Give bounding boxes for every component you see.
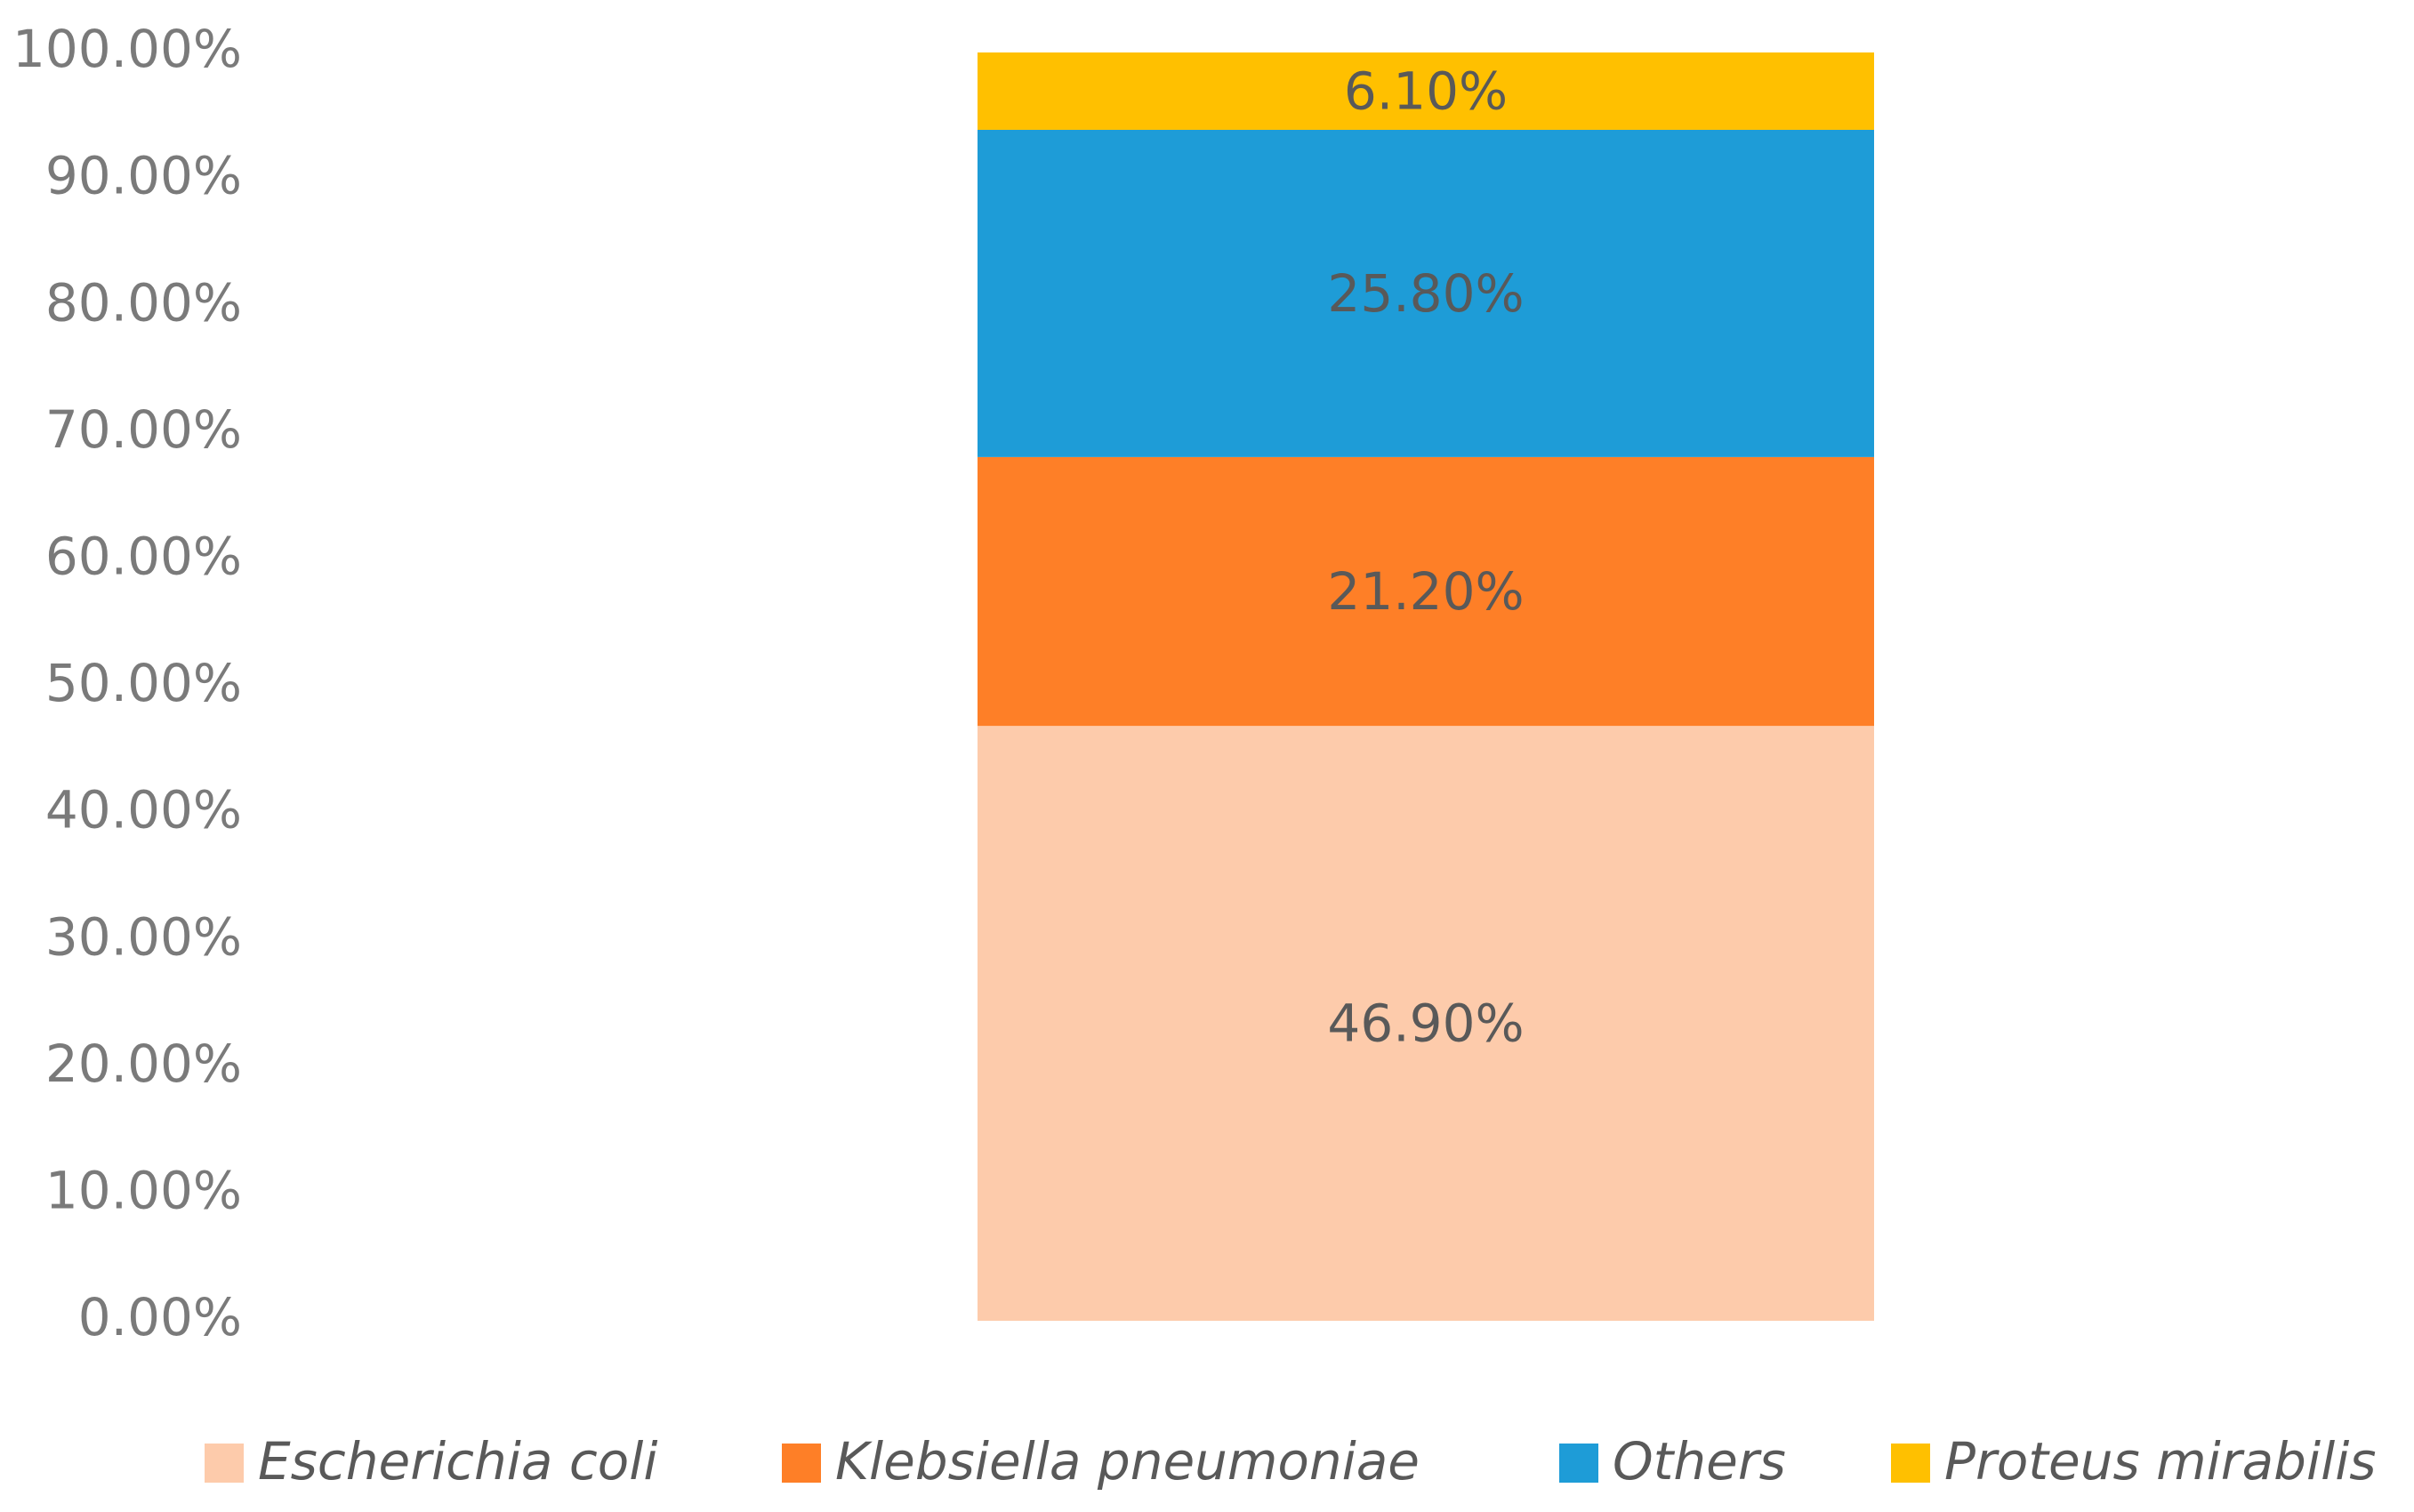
y-tick-label: 40.00% [45,780,242,840]
bar-segment [978,456,1874,727]
y-tick-label: 60.00% [45,527,242,587]
legend-label: Escherichia coli [258,1431,658,1492]
legend-swatch [1891,1444,1930,1483]
legend-label: Klebsiella pneumoniae [835,1431,1420,1492]
y-tick-label: 100.00% [12,19,242,79]
y-tick-label: 10.00% [45,1161,242,1221]
legend-swatch [1559,1444,1598,1483]
legend-swatch [205,1444,244,1483]
bar-segment [978,52,1874,130]
y-tick-label: 0.00% [78,1287,242,1347]
bar-segment [978,726,1874,1321]
bar-segment [978,129,1874,457]
legend-label: Others [1613,1431,1786,1492]
y-tick-label: 20.00% [45,1033,242,1094]
data-label: 46.90% [1327,993,1524,1054]
legend-label: Proteus mirabilis [1944,1431,2377,1492]
y-tick-label: 70.00% [45,399,242,460]
data-label: 6.10% [1344,61,1508,122]
y-tick-label: 30.00% [45,906,242,967]
legend-swatch [782,1444,821,1483]
data-label: 25.80% [1327,263,1524,324]
y-tick-label: 50.00% [45,653,242,713]
data-label: 21.20% [1327,561,1524,622]
y-tick-label: 80.00% [45,272,242,333]
y-tick-label: 90.00% [45,146,242,206]
